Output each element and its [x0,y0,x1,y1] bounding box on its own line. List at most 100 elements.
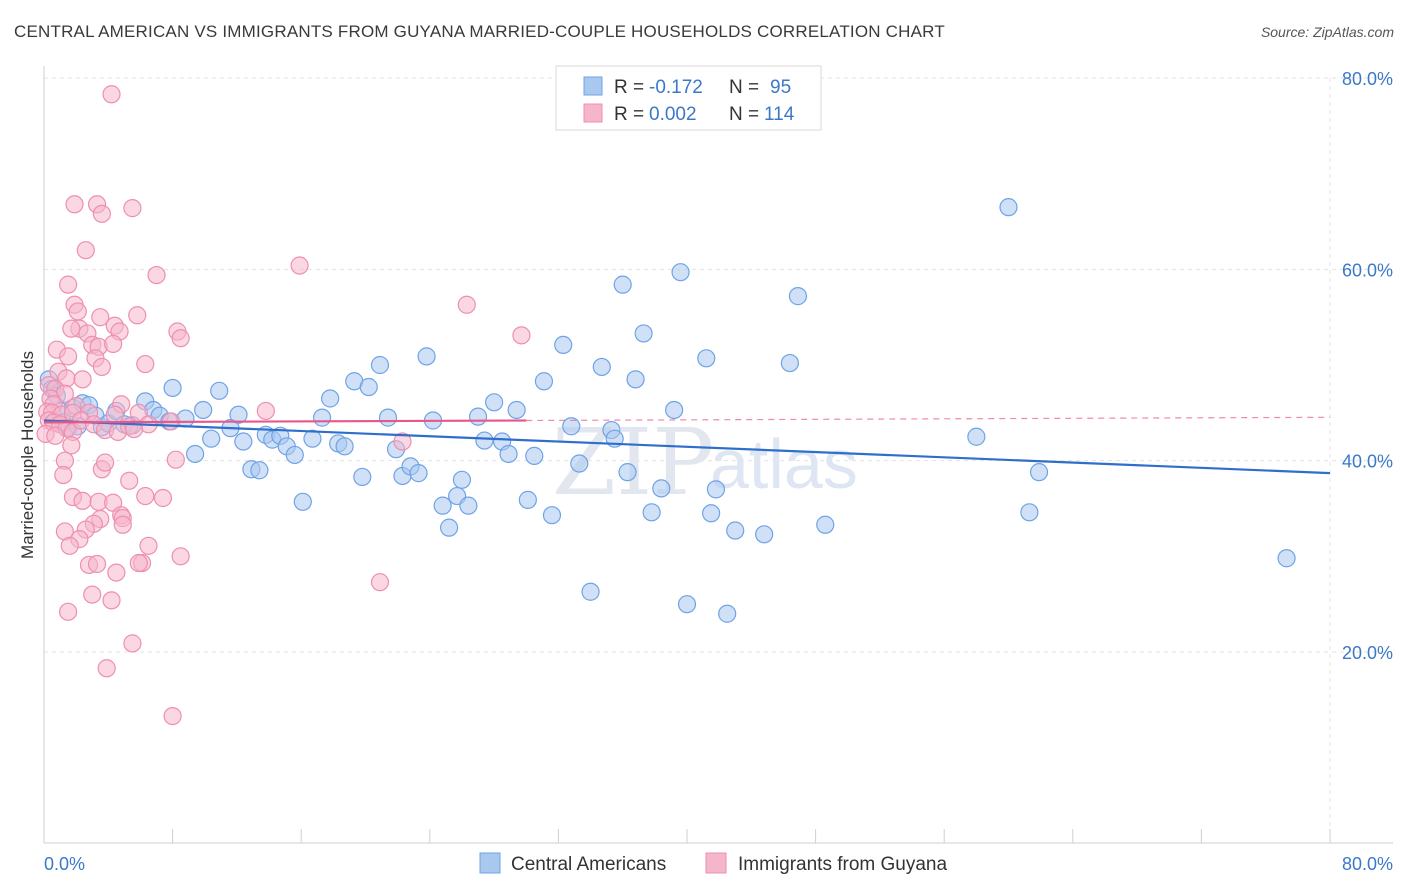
data-point-s1-94 [370,573,390,592]
data-point-s0-25 [210,381,229,400]
stats-legend: R = -0.172 N = 95 R = 0.002 N = 114 [555,65,822,131]
data-point-s0-75 [613,275,632,294]
data-point-s0-20 [163,378,182,398]
data-point-s0-27 [229,405,248,424]
data-point-s1-1 [65,195,84,214]
series-legend-swatch-pink [705,852,727,874]
data-point-s1-75 [153,488,173,508]
data-point-s1-15 [62,319,81,338]
data-point-s1-21 [512,326,531,345]
data-point-s0-54 [439,518,459,537]
legend-r-value-2: 0.002 [649,104,697,125]
legend-n-label-2: N = [729,104,759,125]
data-point-s1-7 [290,256,309,275]
data-point-s0-45 [370,355,390,375]
data-point-s0-30 [250,461,269,480]
data-point-s1-28 [136,354,155,374]
data-point-s1-62 [62,436,81,455]
data-point-s1-61 [46,426,65,445]
data-point-s1-20 [171,329,190,348]
data-point-s0-81 [665,400,684,420]
data-point-s1-3 [92,204,111,223]
data-point-s1-97 [97,659,116,678]
data-point-s1-74 [136,486,155,506]
data-point-s1-98 [163,706,182,726]
data-point-s0-56 [452,470,472,489]
y-tick-label-60: 60.0% [1342,260,1393,280]
series-legend-label-2: Immigrants from Guyana [738,854,947,875]
data-point-s0-78 [634,324,653,343]
data-point-s1-26 [59,347,78,366]
data-point-s0-94 [999,198,1018,217]
source-credit: Source: ZipAtlas.com [1260,24,1394,40]
data-point-s1-5 [76,241,95,260]
data-point-s1-93 [102,591,121,610]
data-point-s1-4 [123,199,142,218]
data-point-s0-44 [359,377,378,397]
data-point-s0-62 [499,444,518,464]
data-point-s1-64 [166,450,185,469]
data-point-s0-96 [1029,463,1049,482]
data-point-s1-45 [105,405,124,424]
data-point-s0-95 [1020,503,1039,522]
data-point-s0-69 [562,417,581,436]
data-point-s0-53 [433,496,452,515]
data-point-s0-87 [718,604,737,623]
series-legend-label-1: Central Americans [511,854,666,875]
data-point-s1-86 [171,547,190,566]
data-point-s0-84 [697,349,716,368]
data-point-s0-46 [378,408,398,427]
data-point-s1-71 [73,491,92,510]
data-point-s0-97 [1277,549,1296,568]
watermark: ZIP atlas [552,409,858,516]
data-point-s0-39 [321,389,340,408]
data-point-s0-80 [652,479,671,498]
data-point-s1-96 [123,634,142,653]
data-point-s1-24 [104,334,123,354]
x-tick-label-right: 80.0% [1342,854,1393,874]
data-point-s1-32 [73,370,92,389]
trend-line-s1 [43,419,527,424]
data-point-s1-29 [92,357,111,377]
legend-n-label-1: N = [729,77,759,98]
data-point-s1-91 [107,563,126,582]
data-point-s0-79 [642,503,661,522]
data-point-s0-65 [525,446,544,465]
watermark-atlas: atlas [710,425,858,503]
data-point-s0-51 [417,347,436,366]
data-point-s1-92 [83,585,102,604]
data-point-s1-90 [129,553,148,573]
data-point-s1-99 [393,432,412,451]
trend-line-s0 [43,419,1331,475]
series-legend: Central Americans Immigrants from Guyana [479,852,947,875]
data-point-s0-89 [755,525,774,544]
data-point-s0-91 [788,287,808,306]
data-point-s1-84 [139,536,158,555]
data-point-s0-67 [542,506,562,525]
data-point-s0-58 [468,407,488,426]
data-point-s1-47 [256,401,275,421]
data-point-s0-60 [485,393,504,412]
data-point-s0-41 [335,437,354,456]
data-point-s0-22 [186,444,205,464]
chart-title: CENTRAL AMERICAN VS IMMIGRANTS FROM GUYA… [14,22,945,41]
data-point-s0-36 [293,492,312,511]
data-point-s0-64 [518,490,537,509]
y-tick-label-80: 80.0% [1342,69,1393,89]
x-tick-label-left: 0.0% [44,854,85,874]
data-point-s1-85 [60,536,79,555]
data-point-s0-83 [677,595,697,614]
data-point-s0-23 [194,400,213,420]
trend-extension-s1 [526,416,1331,422]
series-legend-swatch-blue [479,852,501,874]
legend-n-value-1: 95 [770,77,791,98]
trend-lines [43,416,1331,475]
data-point-s1-13 [128,306,147,325]
axes [43,66,1393,844]
data-point-s1-88 [87,554,107,574]
data-point-s1-69 [120,471,139,490]
legend-r-value-1: -0.172 [649,77,703,98]
data-point-s0-85 [702,504,721,523]
data-point-s0-77 [626,370,645,389]
data-point-s1-95 [59,602,78,621]
